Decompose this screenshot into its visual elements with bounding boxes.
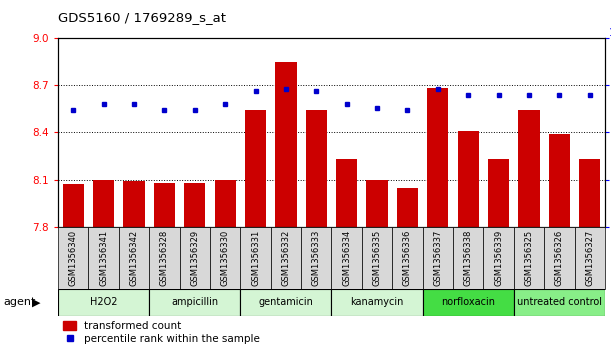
Bar — [423, 227, 453, 289]
Text: GSM1356341: GSM1356341 — [99, 230, 108, 286]
Text: ▶: ▶ — [32, 297, 40, 307]
Bar — [331, 227, 362, 289]
Text: H2O2: H2O2 — [90, 297, 117, 307]
Bar — [245, 110, 266, 227]
Bar — [458, 131, 479, 227]
Bar — [62, 184, 84, 227]
Text: GSM1356336: GSM1356336 — [403, 230, 412, 286]
Text: GSM1356328: GSM1356328 — [160, 230, 169, 286]
Text: untreated control: untreated control — [517, 297, 602, 307]
Bar — [427, 89, 448, 227]
Text: GSM1356331: GSM1356331 — [251, 230, 260, 286]
Text: GSM1356326: GSM1356326 — [555, 230, 564, 286]
Text: GSM1356325: GSM1356325 — [524, 230, 533, 286]
Bar — [184, 183, 205, 227]
Bar — [271, 227, 301, 289]
Bar — [154, 183, 175, 227]
Legend: transformed count, percentile rank within the sample: transformed count, percentile rank withi… — [64, 321, 260, 344]
Text: GSM1356333: GSM1356333 — [312, 230, 321, 286]
Bar — [336, 159, 357, 227]
Bar — [180, 227, 210, 289]
Bar — [518, 110, 540, 227]
Bar — [123, 181, 145, 227]
Text: 100%: 100% — [609, 28, 611, 38]
Text: gentamicin: gentamicin — [258, 297, 313, 307]
Bar — [579, 159, 601, 227]
Text: GSM1356327: GSM1356327 — [585, 230, 595, 286]
Text: GSM1356340: GSM1356340 — [68, 230, 78, 286]
Bar — [149, 289, 240, 316]
Bar — [210, 227, 240, 289]
Bar — [514, 289, 605, 316]
Bar — [301, 227, 331, 289]
Text: GSM1356338: GSM1356338 — [464, 230, 473, 286]
Bar — [306, 110, 327, 227]
Bar — [89, 227, 119, 289]
Bar — [488, 159, 509, 227]
Text: kanamycin: kanamycin — [350, 297, 404, 307]
Bar — [93, 180, 114, 227]
Text: norfloxacin: norfloxacin — [441, 297, 495, 307]
Text: ampicillin: ampicillin — [171, 297, 218, 307]
Bar — [514, 227, 544, 289]
Bar — [331, 289, 423, 316]
Bar — [276, 62, 296, 227]
Bar — [58, 227, 89, 289]
Text: GSM1356342: GSM1356342 — [130, 230, 139, 286]
Bar — [574, 227, 605, 289]
Bar — [367, 180, 387, 227]
Bar — [149, 227, 180, 289]
Bar — [214, 180, 236, 227]
Bar — [397, 188, 418, 227]
Text: GSM1356332: GSM1356332 — [282, 230, 290, 286]
Bar — [544, 227, 574, 289]
Bar — [240, 227, 271, 289]
Text: GSM1356334: GSM1356334 — [342, 230, 351, 286]
Text: GSM1356339: GSM1356339 — [494, 230, 503, 286]
Bar — [119, 227, 149, 289]
Bar — [362, 227, 392, 289]
Text: agent: agent — [3, 297, 35, 307]
Bar — [483, 227, 514, 289]
Text: GSM1356329: GSM1356329 — [190, 230, 199, 286]
Bar — [392, 227, 423, 289]
Bar — [58, 289, 149, 316]
Bar — [549, 134, 570, 227]
Text: GSM1356330: GSM1356330 — [221, 230, 230, 286]
Bar — [240, 289, 331, 316]
Bar — [453, 227, 483, 289]
Bar — [423, 289, 514, 316]
Text: GDS5160 / 1769289_s_at: GDS5160 / 1769289_s_at — [58, 11, 226, 24]
Text: GSM1356335: GSM1356335 — [373, 230, 381, 286]
Text: GSM1356337: GSM1356337 — [433, 230, 442, 286]
